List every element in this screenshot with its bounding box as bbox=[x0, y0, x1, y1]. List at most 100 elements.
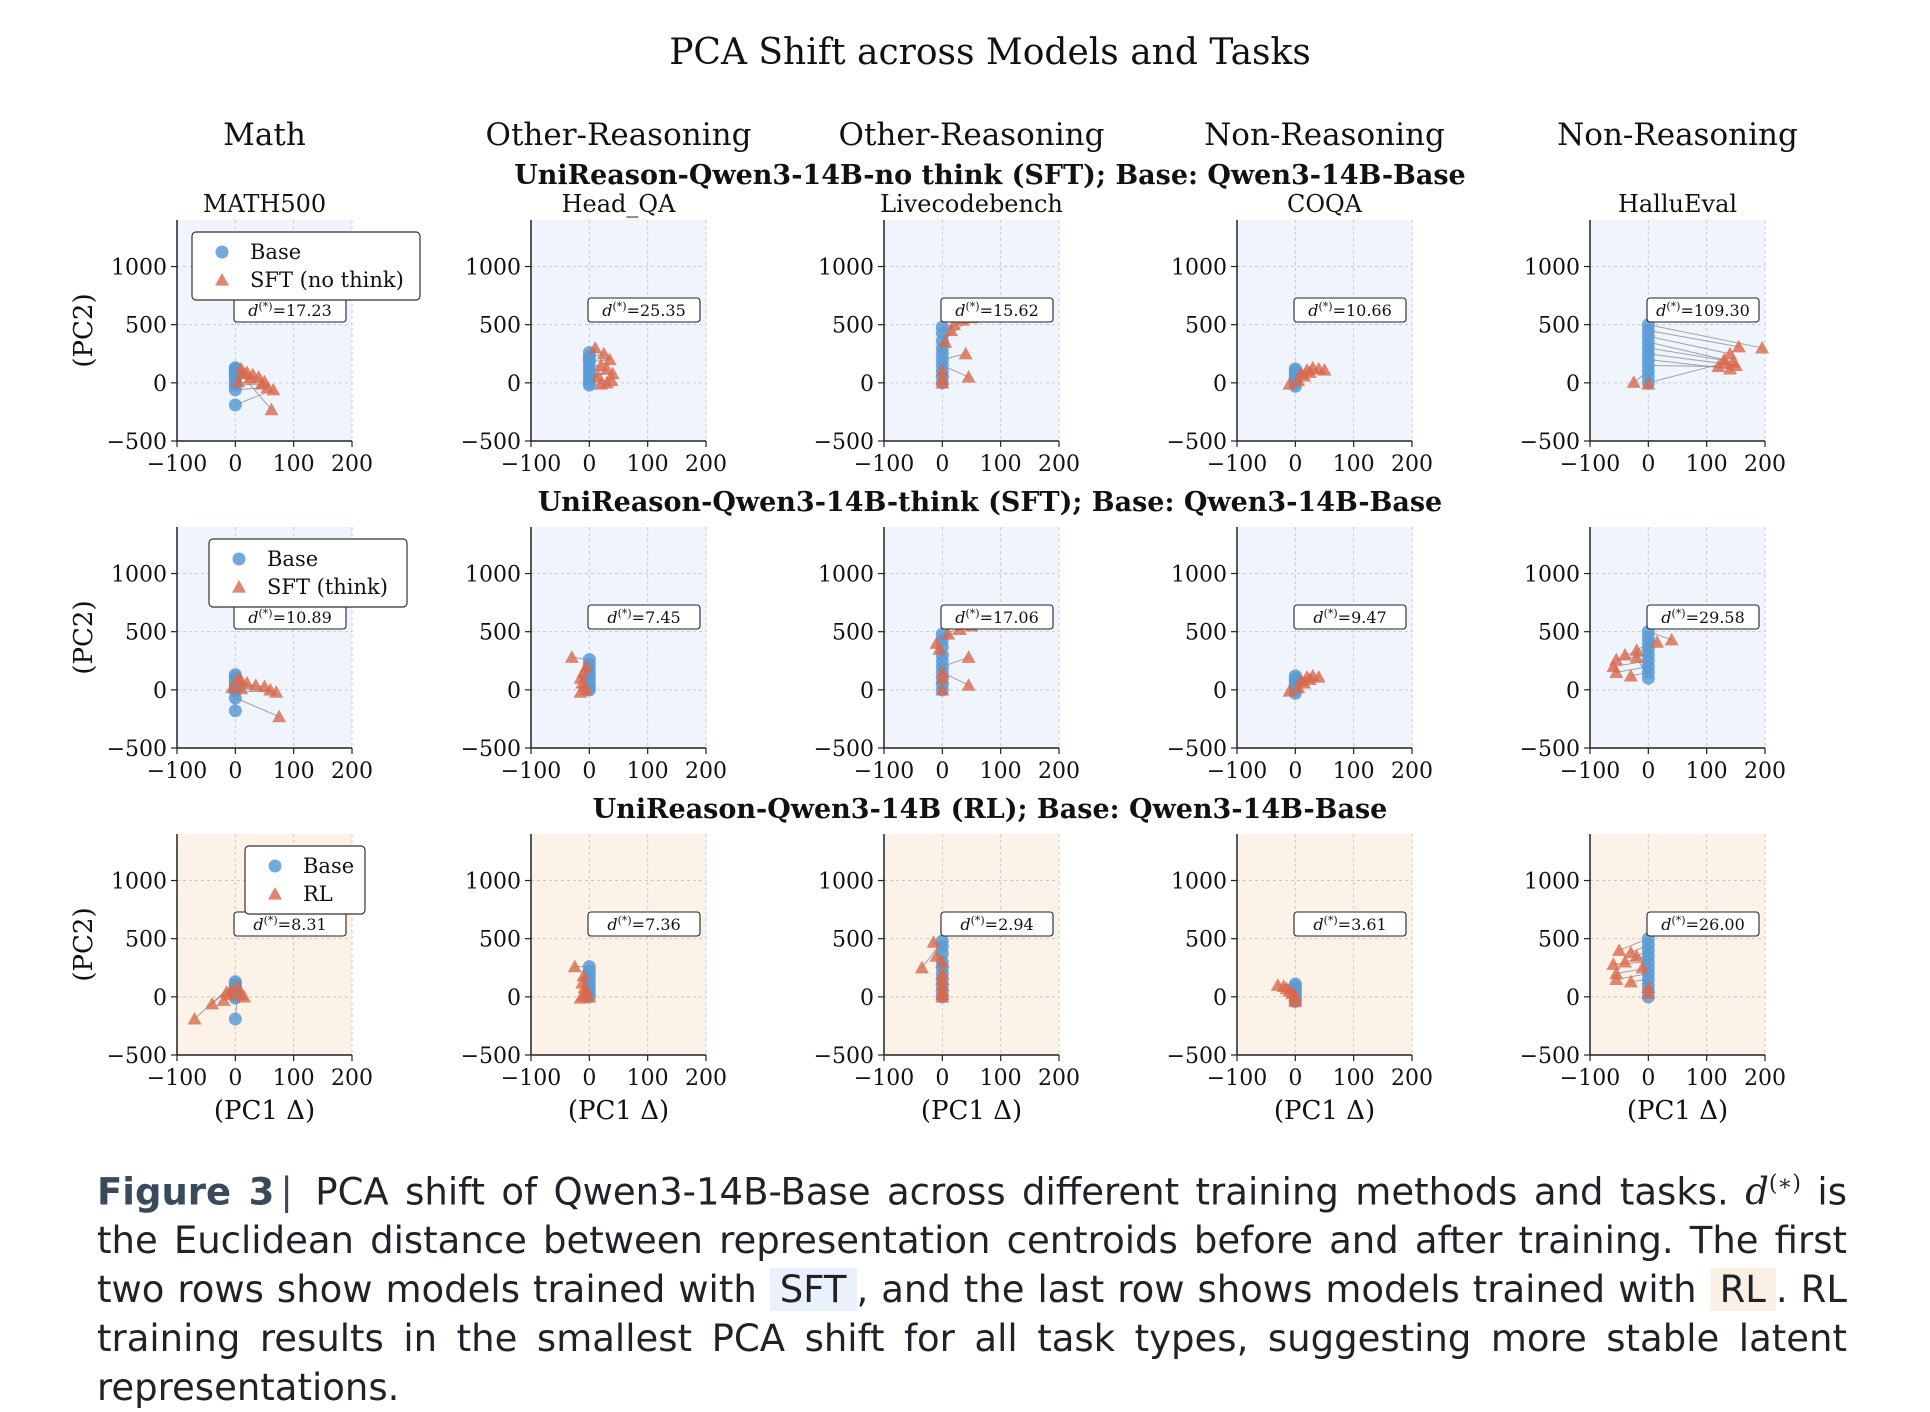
y-tick-label: −500 bbox=[1167, 430, 1227, 455]
distance-label: d(*)=3.61 bbox=[1293, 911, 1407, 937]
y-tick-label: 500 bbox=[1185, 928, 1227, 953]
legend-box bbox=[208, 538, 408, 608]
x-tick-label: 0 bbox=[1288, 1066, 1302, 1091]
distance-label: d(*)=29.58 bbox=[1646, 604, 1760, 630]
trained-point bbox=[219, 985, 234, 998]
trained-point bbox=[573, 991, 588, 1004]
distance-label-box bbox=[1646, 911, 1760, 937]
trained-point bbox=[1626, 375, 1641, 388]
column-header: Non-Reasoning bbox=[1557, 117, 1798, 153]
distance-label-box bbox=[1293, 911, 1407, 937]
y-tick-label: 1000 bbox=[818, 563, 874, 588]
trained-point bbox=[935, 987, 950, 1001]
x-tick-label: 0 bbox=[935, 1066, 949, 1091]
trained-point bbox=[929, 949, 944, 962]
row-title: UniReason-Qwen3-14B (RL); Base: Qwen3-14… bbox=[593, 794, 1388, 825]
y-tick-label: 1000 bbox=[465, 870, 521, 895]
y-tick-label: −500 bbox=[1520, 1044, 1580, 1069]
x-tick-label: 100 bbox=[980, 759, 1022, 784]
figure-row: UniReason-Qwen3-14B-no think (SFT); Base… bbox=[69, 160, 1786, 477]
figure-caption: Figure 3 | PCA shift of Qwen3-14B-Base ac… bbox=[97, 1160, 1847, 1412]
y-tick-label: 1000 bbox=[818, 256, 874, 281]
y-tick-label: −500 bbox=[107, 1044, 167, 1069]
base-point bbox=[228, 398, 242, 412]
distance-value: d(*)=15.62 bbox=[955, 300, 1039, 320]
x-tick-label: 0 bbox=[935, 452, 949, 477]
plot-area bbox=[884, 220, 1059, 441]
shift-link bbox=[1648, 347, 1733, 363]
x-tick-label: 100 bbox=[1686, 452, 1728, 477]
panel-task-name: MATH500 bbox=[203, 190, 326, 218]
x-tick-label: 100 bbox=[1333, 759, 1375, 784]
scatter-panel: Livecodebench −100 0 100 200 −500 0 500 1000 d(*)… bbox=[814, 190, 1080, 477]
row-title: UniReason-Qwen3-14B-think (SFT); Base: Q… bbox=[538, 487, 1442, 518]
trained-point bbox=[1618, 647, 1632, 661]
y-tick-label: 1000 bbox=[1171, 870, 1227, 895]
x-tick-label: 100 bbox=[980, 1066, 1022, 1091]
legend-base-marker bbox=[215, 245, 229, 259]
plot-area bbox=[531, 834, 706, 1055]
trained-point bbox=[935, 671, 950, 684]
legend: Base SFT (no think) bbox=[191, 231, 421, 301]
figure-suptitle: PCA Shift across Models and Tasks bbox=[669, 32, 1311, 73]
trained-point bbox=[1664, 632, 1679, 646]
x-tick-label: 100 bbox=[1333, 452, 1375, 477]
panel-task-name: Head_QA bbox=[562, 190, 676, 218]
column-header: Math bbox=[223, 117, 306, 153]
y-tick-label: 500 bbox=[1538, 314, 1580, 339]
legend: Base SFT (think) bbox=[208, 538, 408, 608]
row-title: UniReason-Qwen3-14B-no think (SFT); Base… bbox=[514, 160, 1466, 191]
trained-point bbox=[567, 959, 582, 973]
trained-point bbox=[582, 989, 597, 1003]
distance-value: d(*)=7.45 bbox=[607, 607, 680, 627]
trained-point bbox=[1311, 670, 1326, 683]
y-tick-label: 0 bbox=[507, 372, 521, 397]
trained-point bbox=[1623, 974, 1638, 988]
shift-link bbox=[1648, 324, 1763, 349]
shift-link bbox=[194, 981, 236, 1020]
y-tick-label: 500 bbox=[1185, 621, 1227, 646]
y-tick-label: 1000 bbox=[111, 563, 167, 588]
y-tick-label: 1000 bbox=[465, 563, 521, 588]
trained-point bbox=[596, 346, 611, 360]
distance-value: d(*)=3.61 bbox=[1313, 914, 1386, 934]
shift-link bbox=[235, 697, 280, 718]
y-tick-label: −500 bbox=[107, 737, 167, 762]
x-tick-label: 0 bbox=[1641, 1066, 1655, 1091]
distance-value: d(*)=109.30 bbox=[1656, 300, 1750, 320]
legend-base-label: Base bbox=[303, 854, 354, 878]
distance-label: d(*)=17.06 bbox=[940, 604, 1054, 630]
scatter-panel: −100 0 100 200 −500 0 500 1000 d(*)=26.00 (PC1 Δ) bbox=[1520, 834, 1786, 1126]
y-tick-label: 0 bbox=[1566, 986, 1580, 1011]
scatter-panel: COQA −100 0 100 200 −500 0 500 1000 d(*)=10.66 bbox=[1167, 190, 1433, 477]
legend-base-label: Base bbox=[267, 547, 318, 571]
y-tick-label: 1000 bbox=[465, 256, 521, 281]
plot-area bbox=[531, 220, 706, 441]
distance-label-box bbox=[587, 604, 701, 630]
y-tick-label: −500 bbox=[461, 737, 521, 762]
trained-point bbox=[234, 681, 249, 695]
figure-row: UniReason-Qwen3-14B-think (SFT); Base: Q… bbox=[69, 487, 1786, 784]
column-headers: Math Other-Reasoning Other-Reasoning Non-Re… bbox=[223, 117, 1798, 153]
distance-label-box bbox=[940, 604, 1054, 630]
column-header: Other-Reasoning bbox=[486, 117, 752, 153]
legend-trained-marker bbox=[232, 580, 246, 593]
y-tick-label: 500 bbox=[832, 928, 874, 953]
y-tick-label: −500 bbox=[107, 430, 167, 455]
plot-area bbox=[531, 527, 706, 748]
distance-value: d(*)=29.58 bbox=[1661, 607, 1745, 627]
distance-value: d(*)=8.31 bbox=[253, 914, 326, 934]
x-tick-label: −100 bbox=[1560, 1066, 1620, 1091]
legend: Base RL bbox=[244, 845, 366, 915]
x-tick-label: −100 bbox=[501, 1066, 561, 1091]
x-tick-label: −100 bbox=[501, 452, 561, 477]
y-axis-label: (PC2) bbox=[69, 907, 99, 981]
plot-area bbox=[884, 834, 1059, 1055]
distance-label: d(*)=8.31 bbox=[233, 911, 347, 937]
trained-point bbox=[1288, 994, 1303, 1008]
x-tick-label: −100 bbox=[1207, 759, 1267, 784]
x-tick-label: 200 bbox=[331, 452, 373, 477]
x-axis-label: (PC1 Δ) bbox=[1274, 1096, 1375, 1126]
x-tick-label: 0 bbox=[1641, 452, 1655, 477]
legend-box bbox=[191, 231, 421, 301]
